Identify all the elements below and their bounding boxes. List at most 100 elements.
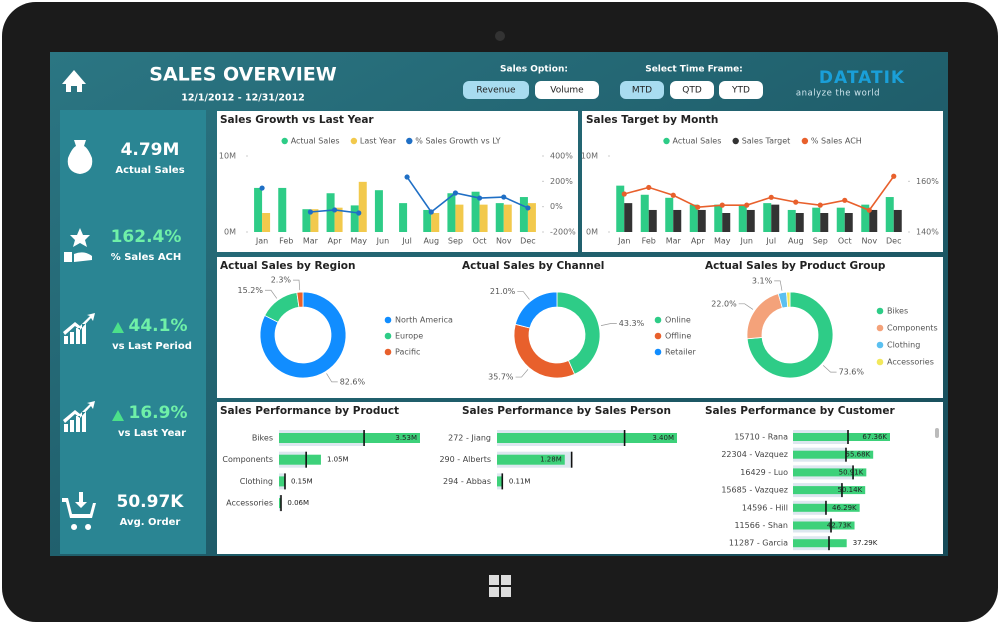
- bar: [763, 203, 772, 232]
- home-icon[interactable]: [62, 70, 86, 92]
- volume-button-label: Volume: [550, 86, 584, 96]
- ytd-button-label: YTD: [731, 86, 750, 96]
- bar: [455, 204, 464, 232]
- bar: [648, 209, 657, 232]
- panel: [217, 111, 578, 252]
- data-label: 46.29K: [832, 504, 857, 512]
- kpi-value: 4.79M: [121, 140, 180, 160]
- bar: [503, 204, 512, 232]
- bar: [254, 187, 263, 232]
- data-label: 1.05M: [327, 456, 349, 464]
- legend-marker: [350, 137, 358, 145]
- growth-icon: [63, 313, 95, 344]
- y2-tick-label: 0%: [550, 202, 563, 211]
- x-tick-label: Oct: [473, 237, 487, 246]
- bar: [697, 209, 706, 232]
- legend-marker: [876, 358, 884, 366]
- bar: [447, 193, 456, 232]
- windows-button[interactable]: [489, 575, 511, 597]
- line-point: [646, 184, 652, 191]
- legend-label: Components: [887, 324, 938, 333]
- bar: [893, 209, 902, 232]
- x-tick-label: Jul: [401, 237, 412, 246]
- x-tick-label: Feb: [279, 237, 293, 246]
- legend-label: Clothing: [887, 341, 920, 350]
- leader-line: [738, 303, 754, 310]
- kpi-label: % Sales ACH: [111, 252, 182, 263]
- bar: [350, 205, 359, 232]
- y2-tick-label: 140%: [916, 228, 939, 237]
- bar: [665, 197, 674, 232]
- bar: [714, 204, 723, 232]
- line-point: [501, 194, 507, 200]
- data-label: 35.7%: [488, 373, 514, 382]
- line-point: [356, 210, 362, 216]
- volume-button[interactable]: [535, 81, 599, 99]
- ytd-button[interactable]: [719, 81, 763, 99]
- legend-marker: [732, 137, 739, 145]
- mtd-button[interactable]: [620, 81, 664, 99]
- data-label: 73.6%: [839, 368, 865, 377]
- bar: [326, 193, 335, 232]
- line-point: [744, 202, 750, 208]
- chart-title: Actual Sales by Channel: [462, 260, 604, 272]
- qtd-button[interactable]: [670, 81, 714, 99]
- x-tick-label: Sep: [448, 237, 463, 246]
- revenue-button[interactable]: [463, 81, 529, 99]
- legend-marker: [281, 137, 288, 145]
- x-tick-label: Oct: [838, 237, 852, 246]
- category-label: Accessories: [226, 499, 273, 508]
- bar: [497, 476, 503, 487]
- x-tick-label: Feb: [642, 237, 656, 246]
- bar: [820, 213, 829, 232]
- legend-label: Retailer: [665, 348, 697, 357]
- kpi-value: 162.4%: [111, 227, 182, 247]
- donut-slice: [259, 291, 347, 379]
- legend-label: % Sales ACH: [811, 137, 862, 146]
- legend-label: Last Year: [360, 137, 397, 146]
- leader-line: [264, 289, 278, 299]
- bar: [836, 207, 845, 232]
- bar: [885, 197, 894, 232]
- up-arrow: [112, 410, 124, 421]
- x-tick-label: Nov: [861, 237, 877, 246]
- bar: [812, 207, 821, 232]
- bar: [423, 209, 432, 232]
- bar: [793, 486, 866, 495]
- line-point: [817, 202, 823, 208]
- chart-title: Sales Performance by Sales Person: [462, 405, 671, 417]
- line-point: [621, 191, 627, 197]
- star-hand-icon: [64, 228, 92, 262]
- y2-tick-label: -200%: [550, 228, 576, 237]
- bar: [495, 203, 504, 232]
- data-label: 50.91K: [839, 468, 864, 476]
- line-point: [259, 185, 265, 191]
- data-label: 82.6%: [340, 377, 366, 386]
- legend-label: Actual Sales: [673, 137, 722, 146]
- category-label: 14596 - Hill: [742, 503, 788, 512]
- data-label: 1.28M: [540, 456, 562, 464]
- y2-tick-label: 160%: [916, 177, 939, 186]
- x-tick-label: May: [714, 237, 731, 246]
- line-point: [452, 190, 459, 196]
- money-bag-icon: [67, 140, 93, 174]
- category-label: 15685 - Vazquez: [721, 486, 788, 495]
- category-label: Clothing: [240, 477, 273, 486]
- bar: [527, 203, 536, 232]
- category-label: 11566 - Shan: [734, 521, 788, 530]
- data-label: 0.06M: [287, 499, 309, 507]
- bar: [640, 194, 649, 232]
- scrollbar[interactable]: [935, 428, 939, 438]
- leader-line: [515, 369, 529, 378]
- x-tick-label: Apr: [328, 237, 343, 246]
- data-label: 0.11M: [509, 477, 531, 485]
- data-label: 3.1%: [752, 276, 773, 285]
- donut-slice: [786, 291, 791, 308]
- revenue-button-label: Revenue: [476, 86, 516, 96]
- bar: [279, 433, 420, 443]
- bar: [844, 213, 853, 232]
- leader-line: [600, 323, 617, 326]
- y-tick-label: 10M: [219, 152, 236, 161]
- line-point: [891, 173, 897, 179]
- camera: [495, 31, 505, 41]
